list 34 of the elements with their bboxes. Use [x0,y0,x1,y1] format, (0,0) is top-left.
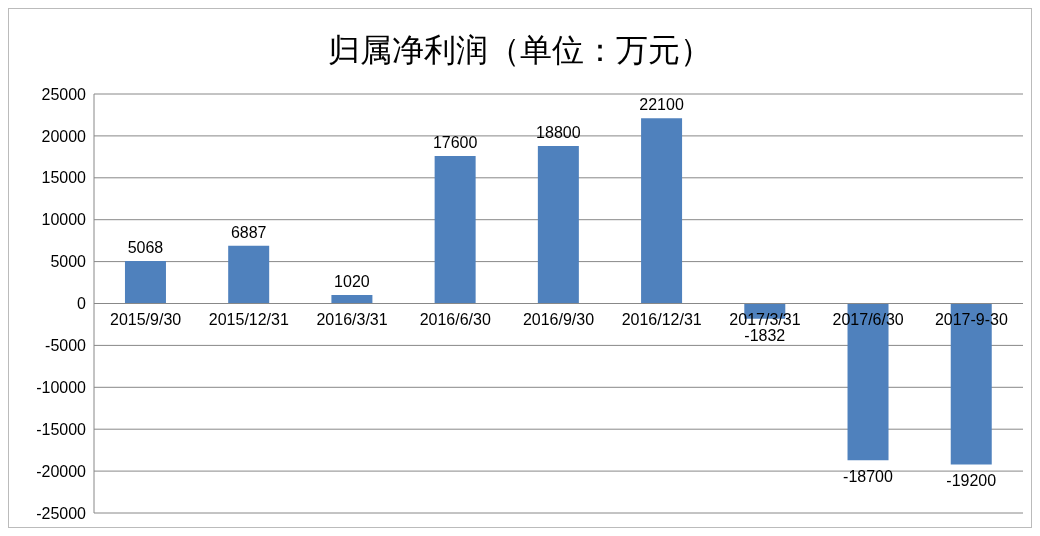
data-label: 22100 [639,96,684,114]
bar [434,156,476,304]
x-tick-label: 2017/3/31 [729,310,801,328]
data-label: 17600 [432,134,478,152]
bar [537,145,579,304]
data-label: -1832 [744,326,786,344]
bar [124,261,166,304]
y-tick-label: -10000 [36,378,87,396]
data-label: 1020 [334,272,370,290]
bar [228,245,270,304]
y-tick-label: 15000 [41,169,87,187]
y-tick-label: -15000 [36,420,87,438]
y-tick-label: 20000 [41,127,87,145]
data-label: -19200 [946,472,997,490]
y-tick-label: -20000 [36,462,87,480]
y-tick-label: -5000 [45,337,87,355]
x-tick-label: 2015/9/30 [110,310,182,328]
y-tick-label: 5000 [50,253,87,271]
x-tick-label: 2016/9/30 [522,310,595,328]
data-label: -18700 [843,468,894,486]
bar [331,294,373,304]
y-tick-label: 25000 [41,85,87,103]
x-tick-label: 2016/3/31 [316,310,388,328]
y-tick-label: -25000 [36,504,87,522]
data-label: 6887 [230,223,267,241]
data-label: 5068 [127,239,164,257]
x-tick-label: 2016/6/30 [419,310,491,328]
x-tick-label: 2015/12/31 [208,310,289,328]
bar [641,118,683,304]
chart-title: 归属净利润（单位：万元） [327,31,713,70]
x-tick-label: 2016/12/31 [621,310,702,328]
data-label: 18800 [536,123,581,141]
y-tick-label: 0 [77,295,87,313]
y-tick-label: 10000 [41,211,87,229]
